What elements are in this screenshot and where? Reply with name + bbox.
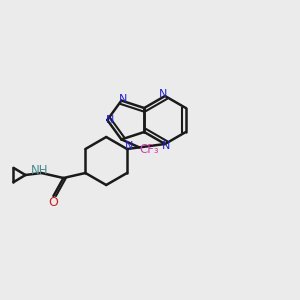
Text: N: N: [106, 115, 115, 125]
Text: NH: NH: [31, 164, 48, 176]
Text: N: N: [125, 141, 133, 151]
Text: N: N: [162, 141, 170, 151]
Text: N: N: [119, 94, 128, 103]
Text: N: N: [159, 89, 167, 99]
Text: CF₃: CF₃: [140, 143, 159, 156]
Text: O: O: [49, 196, 58, 208]
